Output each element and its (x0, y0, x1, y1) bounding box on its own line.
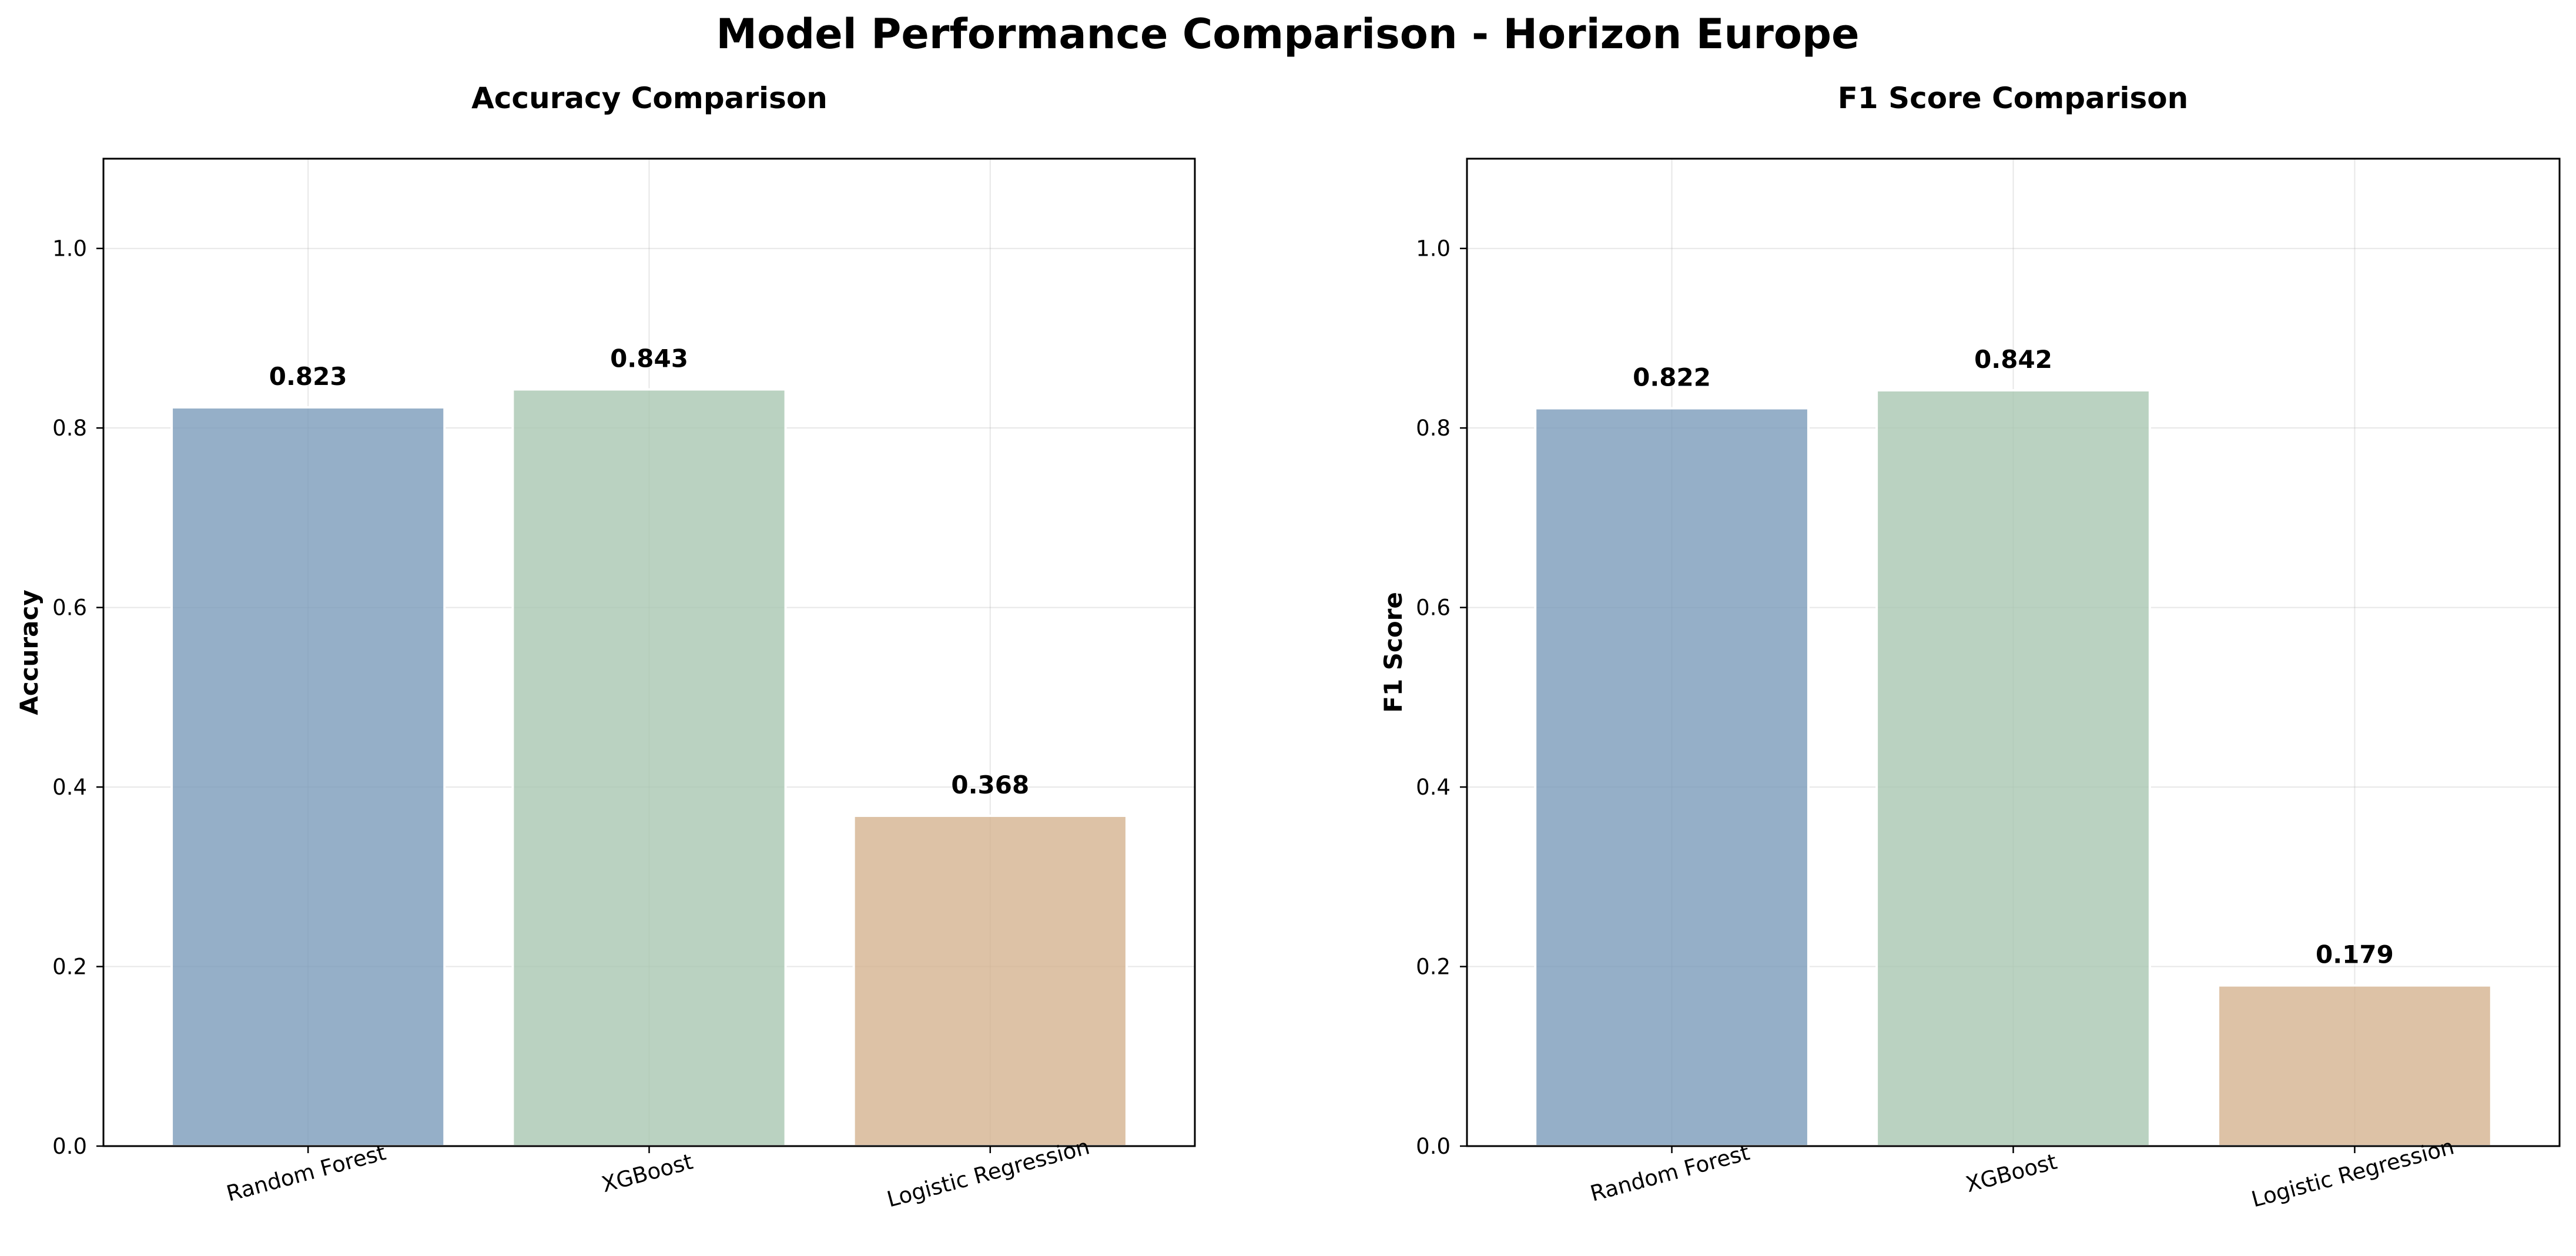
f1-score-bar-xgboost (1875, 389, 2151, 1147)
f1-score-x-tick-label: XGBoost (1963, 1149, 2059, 1198)
accuracy-y-tick-label: 0.6 (52, 595, 87, 621)
accuracy-value-labels: 0.823 0.843 0.368 (269, 344, 1029, 799)
f1-score-value-label: 0.179 (2316, 940, 2394, 969)
f1-score-bar-random-forest (1534, 407, 1810, 1148)
f1-score-chart-title: F1 Score Comparison (1838, 81, 2189, 115)
accuracy-y-axis-label: Accuracy (15, 590, 43, 715)
accuracy-x-tick-label: Random Forest (224, 1140, 388, 1207)
f1-score-value-label: 0.822 (1633, 363, 1711, 392)
f1-score-x-tick-label: Random Forest (1587, 1140, 1752, 1207)
f1-score-y-tick-label: 0.0 (1416, 1134, 1451, 1159)
accuracy-bar-random-forest (170, 406, 446, 1147)
accuracy-y-tick-label: 1.0 (52, 236, 87, 262)
accuracy-y-tick-label: 0.0 (52, 1134, 87, 1159)
figure-title: Model Performance Comparison - Horizon E… (716, 10, 1859, 58)
f1-score-y-axis-label: F1 Score (1379, 592, 1408, 713)
f1-score-y-tick-label: 0.6 (1416, 595, 1451, 621)
f1-score-value-label: 0.842 (1974, 345, 2052, 374)
accuracy-y-ticks: 0.0 0.2 0.4 0.6 0.8 1.0 (52, 236, 103, 1159)
accuracy-bar-xgboost (511, 388, 787, 1148)
accuracy-value-label: 0.368 (951, 771, 1029, 799)
accuracy-chart-title: Accuracy Comparison (471, 81, 828, 115)
accuracy-chart: Accuracy Comparison Accuracy 0.8230.8430… (15, 81, 1196, 1213)
f1-score-y-tick-label: 0.4 (1416, 775, 1451, 800)
f1-score-y-tick-label: 1.0 (1416, 236, 1451, 262)
accuracy-value-label: 0.843 (610, 344, 688, 373)
f1-score-chart: F1 Score Comparison F1 Score 0.8220.8420… (1379, 81, 2561, 1213)
accuracy-value-label: 0.823 (269, 362, 347, 391)
f1-score-y-tick-label: 0.2 (1416, 954, 1451, 980)
f1-score-value-labels: 0.822 0.842 0.179 (1633, 345, 2394, 969)
accuracy-bars (170, 388, 1128, 1148)
f1-score-bars (1534, 389, 2493, 1148)
accuracy-y-tick-label: 0.8 (52, 416, 87, 441)
f1-score-y-tick-label: 0.8 (1416, 416, 1451, 441)
accuracy-bar-logistic-regression (852, 814, 1128, 1147)
accuracy-x-tick-label: XGBoost (599, 1149, 695, 1198)
f1-score-bar-logistic-regression (2217, 984, 2493, 1147)
accuracy-y-tick-label: 0.2 (52, 954, 87, 980)
f1-score-y-ticks: 0.0 0.2 0.4 0.6 0.8 1.0 (1416, 236, 1467, 1159)
accuracy-y-tick-label: 0.4 (52, 775, 87, 800)
